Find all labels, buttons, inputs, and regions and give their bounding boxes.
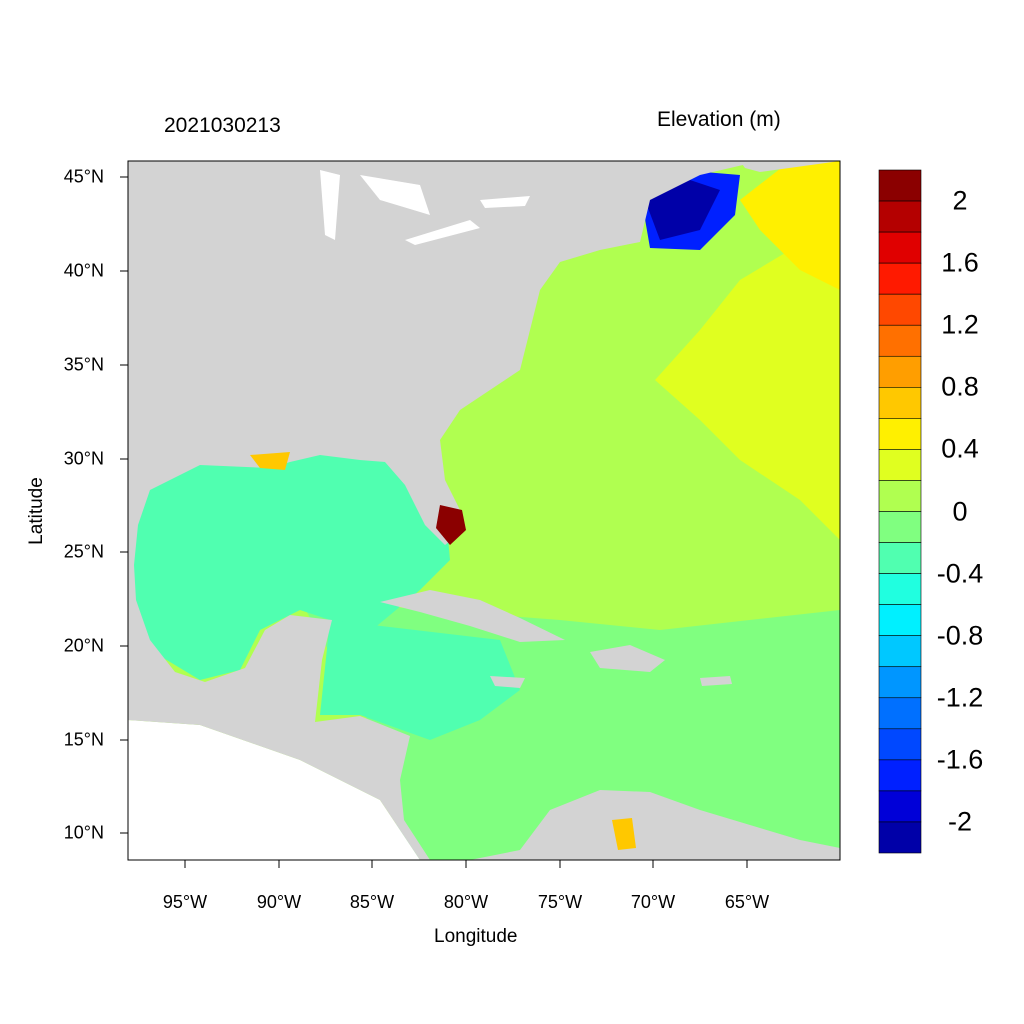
cuba bbox=[380, 590, 565, 642]
date-title: 2021030213 bbox=[164, 114, 281, 137]
x-axis-label: Longitude bbox=[434, 926, 518, 947]
pacific-missing bbox=[128, 720, 420, 860]
lon-tick-label: 90°W bbox=[256, 892, 302, 912]
lake-michigan bbox=[320, 170, 340, 240]
florida-surge bbox=[436, 505, 466, 545]
colorbar-bin bbox=[878, 293, 922, 326]
lat-tick-label: 35°N bbox=[63, 354, 104, 375]
colorbar-bin bbox=[878, 480, 922, 512]
ocean-positive-region bbox=[655, 240, 840, 540]
colorbar-label: 1.6 bbox=[941, 247, 979, 278]
colorbar-bin bbox=[878, 759, 922, 792]
colorbar-bin bbox=[878, 604, 922, 636]
ocean-high-region bbox=[740, 161, 840, 290]
lake-huron bbox=[360, 175, 430, 215]
lat-tick-label: 15°N bbox=[63, 729, 104, 750]
south-america-land bbox=[470, 790, 840, 860]
y-axis-label: Latitude bbox=[26, 477, 47, 545]
gulf-of-mexico bbox=[128, 450, 450, 680]
colorbar-bin bbox=[878, 511, 922, 543]
gulf-of-maine-lowest bbox=[645, 180, 720, 240]
colorbar-label: -0.8 bbox=[936, 620, 984, 651]
colorbar-label: 0 bbox=[952, 496, 968, 526]
puerto-rico bbox=[700, 676, 732, 686]
lon-tick-label: 70°W bbox=[630, 892, 676, 912]
colorbar-bin bbox=[878, 324, 922, 357]
lake-maracaibo bbox=[612, 818, 636, 850]
colorbar-label: 0.4 bbox=[941, 433, 979, 464]
colorbar-bin bbox=[878, 449, 922, 481]
colorbar-bin bbox=[878, 790, 922, 823]
louisiana-surge bbox=[250, 452, 290, 470]
colorbar bbox=[878, 169, 922, 854]
colorbar-bin bbox=[878, 573, 922, 605]
colorbar-label: -2 bbox=[947, 806, 973, 837]
colorbar-bin bbox=[878, 635, 922, 668]
lake-erie bbox=[405, 220, 480, 245]
colorbar-bin bbox=[878, 666, 922, 699]
lon-tick-label: 80°W bbox=[443, 892, 489, 912]
colorbar-label: 2 bbox=[952, 185, 968, 216]
lon-tick-label: 65°W bbox=[724, 892, 770, 912]
hispaniola bbox=[590, 645, 665, 672]
nova-scotia-land bbox=[740, 161, 840, 172]
colorbar-label: -0.4 bbox=[936, 558, 984, 589]
lon-tick-label: 95°W bbox=[162, 892, 208, 912]
colorbar-bin bbox=[878, 387, 922, 419]
lon-tick-label: 85°W bbox=[349, 892, 395, 912]
map-frame bbox=[127, 160, 841, 861]
lon-tick-label: 75°W bbox=[537, 892, 583, 912]
lat-tick-label: 25°N bbox=[63, 541, 104, 562]
lat-tick-label: 30°N bbox=[63, 448, 104, 469]
colorbar-bin bbox=[878, 697, 922, 730]
colorbar-label: 1.2 bbox=[941, 309, 979, 340]
lat-tick-label: 20°N bbox=[63, 635, 104, 656]
map-area bbox=[128, 161, 840, 860]
colorbar-bin bbox=[878, 355, 922, 388]
axis-ticks bbox=[120, 176, 748, 868]
colorbar-bin bbox=[878, 262, 922, 295]
western-caribbean bbox=[320, 620, 520, 740]
lat-tick-label: 40°N bbox=[63, 260, 104, 281]
lat-tick-label: 45°N bbox=[63, 166, 104, 187]
variable-title: Elevation (m) bbox=[657, 108, 781, 131]
colorbar-bin bbox=[878, 418, 922, 450]
colorbar-bin bbox=[878, 169, 922, 202]
colorbar-bin bbox=[878, 542, 922, 574]
colorbar-label: -1.2 bbox=[936, 682, 984, 713]
lake-ontario bbox=[480, 196, 530, 208]
colorbar-label: 0.8 bbox=[941, 371, 979, 402]
colorbar-bin bbox=[878, 231, 922, 264]
colorbar-bin bbox=[878, 821, 922, 854]
colorbar-label: -1.6 bbox=[936, 744, 984, 775]
colorbar-bin bbox=[878, 200, 922, 233]
lat-tick-label: 10°N bbox=[63, 822, 104, 843]
jamaica bbox=[490, 676, 525, 688]
colorbar-bin bbox=[878, 728, 922, 761]
